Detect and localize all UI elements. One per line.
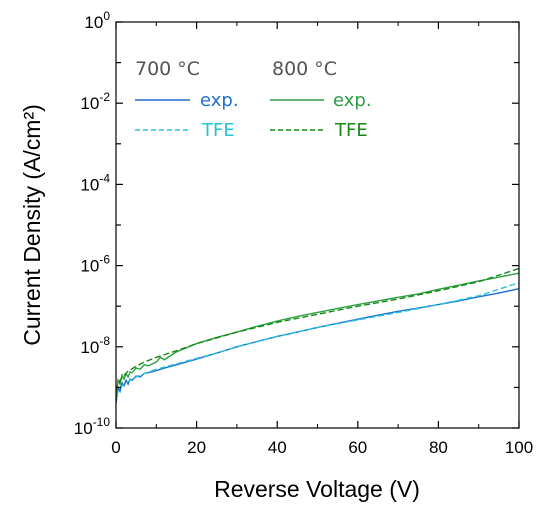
y-tick-label: 10-8 — [80, 334, 110, 357]
legend: 700 °C 800 °C exp. TFE exp. TFE — [135, 58, 372, 141]
series-layer — [115, 267, 520, 404]
x-tick-label: 40 — [268, 438, 287, 457]
y-tick-label: 10-2 — [80, 90, 110, 113]
legend-label-800-tfe: TFE — [334, 120, 368, 141]
legend-group-title-800: 800 °C — [272, 58, 337, 80]
y-axis-ticks: 100 10-2 10-4 10-6 10-8 10-10 — [74, 9, 519, 438]
legend-group-title-700: 700 °C — [135, 58, 200, 80]
x-axis-ticks: 0 20 40 60 80 100 — [111, 22, 533, 457]
series-line-800-exp — [115, 272, 520, 400]
y-tick-label: 10-4 — [80, 171, 110, 194]
legend-label-700-exp: exp. — [200, 90, 239, 111]
x-tick-label: 80 — [429, 438, 448, 457]
y-tick-label: 100 — [84, 9, 110, 32]
legend-label-800-exp: exp. — [333, 90, 372, 111]
series-line-700-tfe — [115, 281, 520, 397]
legend-label-700-tfe: TFE — [201, 120, 235, 141]
y-axis-title: Current Density (A/cm²) — [19, 104, 45, 346]
y-tick-label: 10-10 — [74, 415, 111, 438]
x-tick-label: 100 — [505, 438, 533, 457]
x-tick-label: 20 — [187, 438, 206, 457]
series-line-800-tfe — [115, 267, 520, 392]
x-axis-title: Reverse Voltage (V) — [214, 476, 420, 502]
x-tick-label: 0 — [111, 438, 120, 457]
x-tick-label: 60 — [348, 438, 367, 457]
y-tick-label: 10-6 — [80, 253, 110, 276]
